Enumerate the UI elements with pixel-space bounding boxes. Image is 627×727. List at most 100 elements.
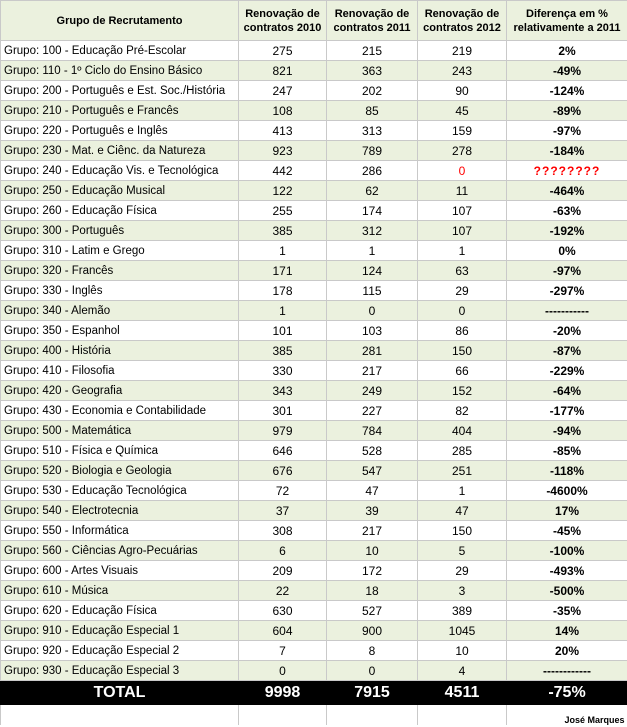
value-cell: -97%: [506, 120, 627, 141]
table-row: Grupo: 410 - Filosofia 330 217 66 -229%: [0, 360, 627, 381]
value-cell: 247: [238, 80, 327, 101]
table-row: Grupo: 210 - Português e Francês 108 85 45-…: [0, 100, 627, 121]
value-cell: 413: [238, 120, 327, 141]
value-cell: 363: [326, 60, 418, 81]
value-cell: 330: [238, 360, 327, 381]
value-cell: 0: [417, 300, 507, 321]
value-cell: 1: [417, 240, 507, 261]
value-cell: 385: [238, 340, 327, 361]
value-cell: -192%: [506, 220, 627, 241]
value-cell: 101: [238, 320, 327, 341]
value-cell: 281: [326, 340, 418, 361]
total-cell: -75%: [506, 680, 627, 705]
value-cell: 784: [326, 420, 418, 441]
value-cell: 676: [238, 460, 327, 481]
group-cell: Grupo: 420 - Geografia: [0, 380, 239, 401]
value-cell: 178: [238, 280, 327, 301]
author: José Marques: [506, 704, 627, 725]
total-cell: TOTAL: [0, 680, 239, 705]
value-cell: 82: [417, 400, 507, 421]
table-row: Grupo: 250 - Educação Musical 122 62 11 -464…: [0, 180, 627, 201]
group-cell: Grupo: 550 - Informática: [0, 520, 239, 541]
value-cell: -500%: [506, 580, 627, 601]
value-cell: -85%: [506, 440, 627, 461]
table-row: Grupo: 340 - Alemão 1 0 0 -----------: [0, 300, 627, 321]
value-cell: 8: [326, 640, 418, 661]
group-cell: Grupo: 540 - Electrotecnia: [0, 500, 239, 521]
value-cell: -297%: [506, 280, 627, 301]
value-cell: -49%: [506, 60, 627, 81]
header-cell: Renovação de contratos 2010: [238, 0, 327, 41]
value-cell: 108: [238, 100, 327, 121]
value-cell: 215: [326, 40, 418, 61]
group-cell: Grupo: 920 - Educação Especial 2: [0, 640, 239, 661]
value-cell: 1045: [417, 620, 507, 641]
value-cell: -----------: [506, 300, 627, 321]
group-cell: Grupo: 210 - Português e Francês: [0, 100, 239, 121]
group-cell: Grupo: 330 - Inglês: [0, 280, 239, 301]
value-cell: 0: [417, 160, 507, 181]
value-cell: 343: [238, 380, 327, 401]
value-cell: -100%: [506, 540, 627, 561]
value-cell: 308: [238, 520, 327, 541]
value-cell: 923: [238, 140, 327, 161]
value-cell: 4: [417, 660, 507, 681]
value-cell: -45%: [506, 520, 627, 541]
value-cell: -97%: [506, 260, 627, 281]
group-cell: Grupo: 350 - Espanhol: [0, 320, 239, 341]
group-cell: Grupo: 220 - Português e Inglês: [0, 120, 239, 141]
value-cell: 202: [326, 80, 418, 101]
value-cell: 107: [417, 220, 507, 241]
value-cell: 45: [417, 100, 507, 121]
value-cell: 209: [238, 560, 327, 581]
group-cell: Grupo: 110 - 1º Ciclo do Ensino Básico: [0, 60, 239, 81]
value-cell: 547: [326, 460, 418, 481]
footer-blank: [326, 704, 418, 725]
group-cell: Grupo: 620 - Educação Física: [0, 600, 239, 621]
value-cell: 10: [417, 640, 507, 661]
value-cell: 1: [326, 240, 418, 261]
value-cell: -94%: [506, 420, 627, 441]
value-cell: 72: [238, 480, 327, 501]
value-cell: 159: [417, 120, 507, 141]
group-cell: Grupo: 340 - Alemão: [0, 300, 239, 321]
value-cell: 172: [326, 560, 418, 581]
table-row: Grupo: 550 - Informática 308 217 150 -45%: [0, 520, 627, 541]
value-cell: -63%: [506, 200, 627, 221]
value-cell: 47: [417, 500, 507, 521]
value-cell: 219: [417, 40, 507, 61]
value-cell: 5: [417, 540, 507, 561]
table-row: Grupo: 600 - Artes Visuais 209 172 29 -493%: [0, 560, 627, 581]
value-cell: 171: [238, 260, 327, 281]
value-cell: 646: [238, 440, 327, 461]
group-cell: Grupo: 250 - Educação Musical: [0, 180, 239, 201]
header-cell: Renovação de contratos 2012: [417, 0, 507, 41]
value-cell: 6: [238, 540, 327, 561]
value-cell: 217: [326, 520, 418, 541]
total-cell: 4511: [417, 680, 507, 705]
value-cell: 301: [238, 400, 327, 421]
value-cell: -184%: [506, 140, 627, 161]
group-cell: Grupo: 600 - Artes Visuais: [0, 560, 239, 581]
group-cell: Grupo: 910 - Educação Especial 1: [0, 620, 239, 641]
group-cell: Grupo: 520 - Biologia e Geologia: [0, 460, 239, 481]
value-cell: 122: [238, 180, 327, 201]
value-cell: -177%: [506, 400, 627, 421]
table-row: Grupo: 310 - Latim e Grego 1 1 1 0%: [0, 240, 627, 261]
value-cell: 255: [238, 200, 327, 221]
value-cell: 442: [238, 160, 327, 181]
value-cell: 107: [417, 200, 507, 221]
value-cell: -464%: [506, 180, 627, 201]
value-cell: -229%: [506, 360, 627, 381]
value-cell: 217: [326, 360, 418, 381]
value-cell: 249: [326, 380, 418, 401]
value-cell: 39: [326, 500, 418, 521]
value-cell: 527: [326, 600, 418, 621]
value-cell: -118%: [506, 460, 627, 481]
table-row: Grupo: 920 - Educação Especial 2 7 8 10 20%: [0, 640, 627, 661]
table-row: Grupo: 220 - Português e Inglês 413 313 159…: [0, 120, 627, 141]
value-cell: -4600%: [506, 480, 627, 501]
header-cell: Diferença em % relativamente a 2011: [506, 0, 627, 41]
